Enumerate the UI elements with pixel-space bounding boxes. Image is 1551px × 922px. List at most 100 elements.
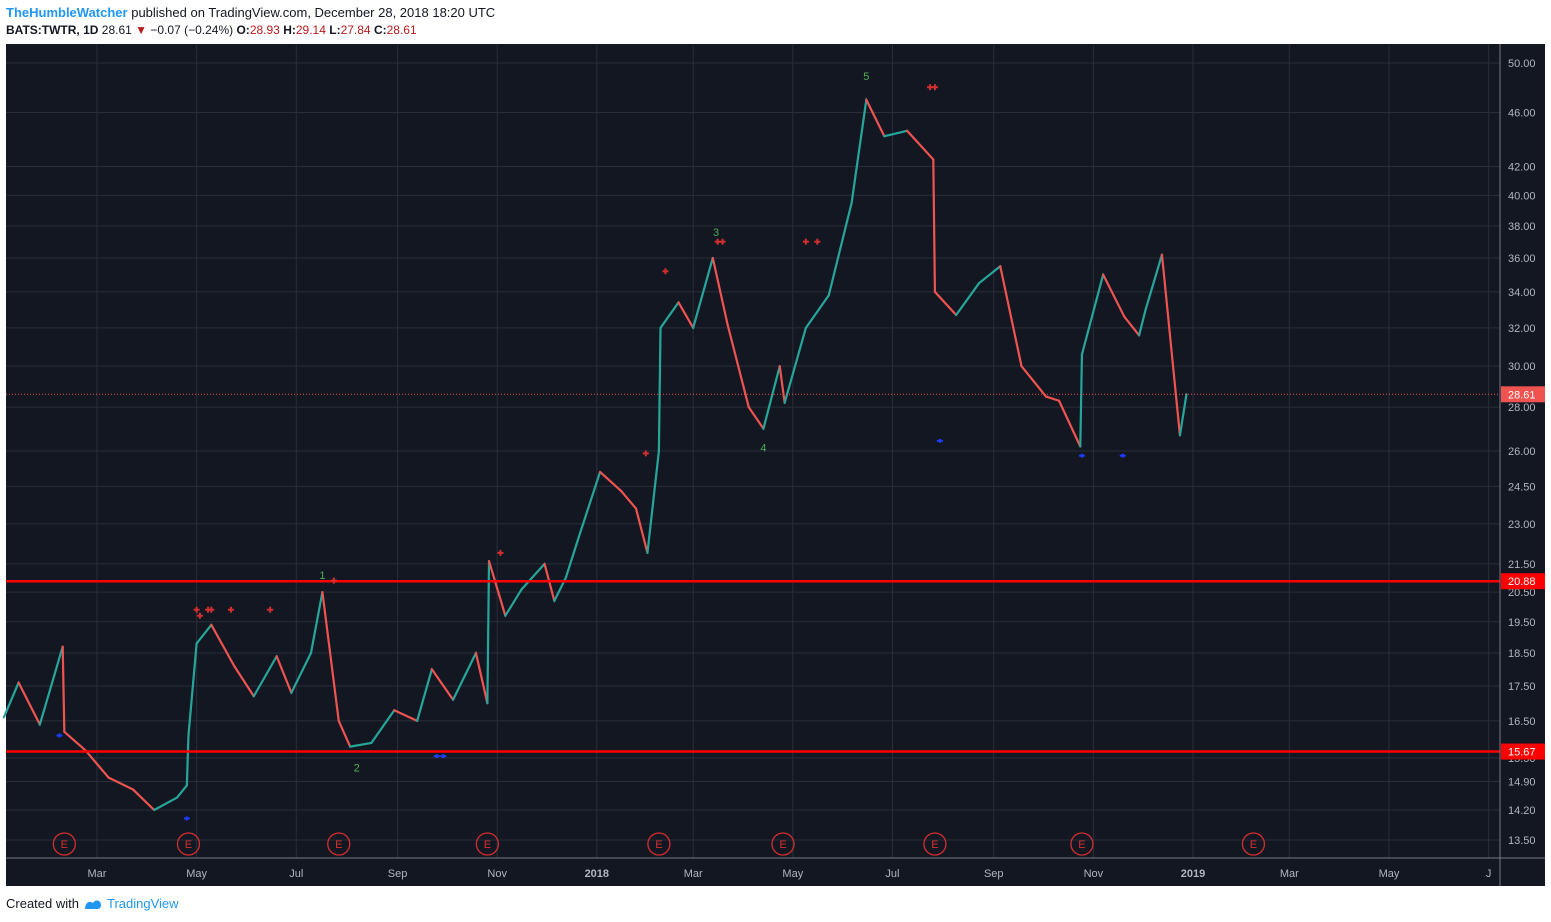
up-segment (1079, 353, 1084, 448)
price-label-box (1501, 386, 1545, 403)
author-link[interactable]: TheHumbleWatcher (6, 5, 128, 20)
x-tick-label: Nov (1084, 868, 1104, 880)
up-segment (646, 449, 660, 554)
up-segment (564, 535, 580, 579)
price-label-text: 20.88 (1508, 576, 1536, 588)
y-tick-label: 38.00 (1508, 221, 1536, 233)
y-tick-label: 46.00 (1508, 107, 1536, 119)
down-segment (487, 559, 507, 617)
down-segment (933, 290, 958, 317)
up-segment (349, 741, 373, 748)
created-with-text: Created with (6, 896, 79, 911)
tradingview-logo-icon (84, 900, 101, 909)
earnings-label[interactable]: E (655, 839, 662, 851)
down-segment (393, 709, 419, 723)
chart-background (6, 44, 1545, 886)
price-series (2, 97, 1500, 812)
earnings-circle[interactable] (1241, 832, 1266, 856)
wave-label-2: 2 (354, 763, 360, 775)
earnings-label[interactable]: E (335, 839, 342, 851)
horizontal-levels[interactable] (6, 579, 1500, 753)
wave-label-4: 4 (760, 443, 766, 455)
up-segment (1144, 253, 1164, 311)
down-segment (233, 664, 255, 698)
earnings-label[interactable]: E (779, 839, 786, 851)
y-tick-label: 34.00 (1508, 287, 1536, 299)
earnings-label[interactable]: E (61, 839, 68, 851)
wave-label-1: 1 (319, 570, 325, 582)
earnings-label[interactable]: E (1250, 839, 1257, 851)
x-tick-label: Sep (388, 868, 408, 880)
x-tick-label: May (186, 868, 207, 880)
up-segment (252, 655, 278, 698)
down-segment (634, 507, 649, 554)
down-segment (677, 301, 695, 329)
up-segment (1137, 308, 1147, 337)
y-tick-label: 50.00 (1508, 58, 1536, 70)
earnings-circle[interactable] (327, 832, 351, 856)
x-tick-label: 2018 (585, 868, 609, 880)
up-segment (309, 591, 324, 655)
up-segment (370, 709, 396, 744)
up-segment (2, 681, 20, 719)
price-label-box (1501, 743, 1545, 760)
y-tick-label: 40.00 (1508, 190, 1536, 202)
up-segment (659, 301, 680, 329)
up-segment (290, 651, 313, 694)
y-tick-label: 14.90 (1508, 776, 1536, 788)
down-segment (63, 730, 87, 752)
price-label-text: 28.61 (1508, 389, 1536, 401)
earnings-circle[interactable] (923, 832, 947, 856)
down-segment (275, 655, 293, 694)
up-segment (1080, 273, 1105, 356)
down-segment (1123, 315, 1141, 337)
y-tick-label: 23.00 (1508, 519, 1536, 531)
x-tick-label: Jul (885, 868, 899, 880)
earnings-circle[interactable] (771, 832, 795, 856)
down-segment (711, 256, 729, 326)
chart-grid (6, 44, 1500, 858)
up-segment (955, 282, 981, 317)
up-segment (504, 588, 523, 617)
publish-line: TheHumbleWatcher published on TradingVie… (6, 5, 495, 20)
low-label: L: (329, 23, 341, 37)
up-segment (520, 562, 546, 591)
x-tick-label: Jul (289, 868, 303, 880)
up-segment (783, 326, 807, 404)
ohlc-legend: BATS:TWTR, 1D 28.61 ▼ −0.07 (−0.24%) O:2… (6, 23, 417, 37)
up-segment (416, 668, 433, 723)
down-segment (1057, 399, 1082, 448)
x-tick-label: May (782, 868, 803, 880)
tradingview-link[interactable]: TradingView (106, 896, 179, 911)
change-value: −0.07 (−0.24%) (150, 23, 234, 37)
earnings-circle[interactable] (475, 832, 500, 856)
down-segment (474, 651, 489, 705)
down-segment (747, 405, 765, 430)
wave-labels: 1 2 3 4 5 (319, 71, 869, 774)
earnings-circle[interactable] (1070, 832, 1094, 856)
down-arrow-icon: ▼ (135, 23, 148, 37)
y-tick-label: 18.50 (1508, 648, 1536, 660)
symbol-label[interactable]: BATS:TWTR, 1D (6, 23, 99, 37)
down-segment (598, 470, 623, 493)
wave-label-3: 3 (713, 227, 719, 239)
earnings-circle[interactable] (176, 832, 201, 856)
earnings-label[interactable]: E (1078, 839, 1085, 851)
up-segment (38, 645, 64, 726)
down-segment (999, 265, 1023, 368)
y-tick-label: 17.50 (1508, 681, 1536, 693)
down-segment (337, 719, 352, 748)
x-tick-label: Mar (684, 868, 703, 880)
close-value: 28.61 (386, 23, 417, 37)
down-segment (865, 98, 886, 138)
signal-markers (56, 84, 1126, 821)
earnings-label[interactable]: E (931, 839, 938, 851)
down-segment (1044, 395, 1061, 402)
earnings-circle[interactable] (647, 832, 671, 856)
earnings-circle[interactable] (52, 832, 76, 856)
earnings-label[interactable]: E (185, 839, 192, 851)
up-segment (577, 470, 602, 538)
earnings-label[interactable]: E (484, 839, 491, 851)
